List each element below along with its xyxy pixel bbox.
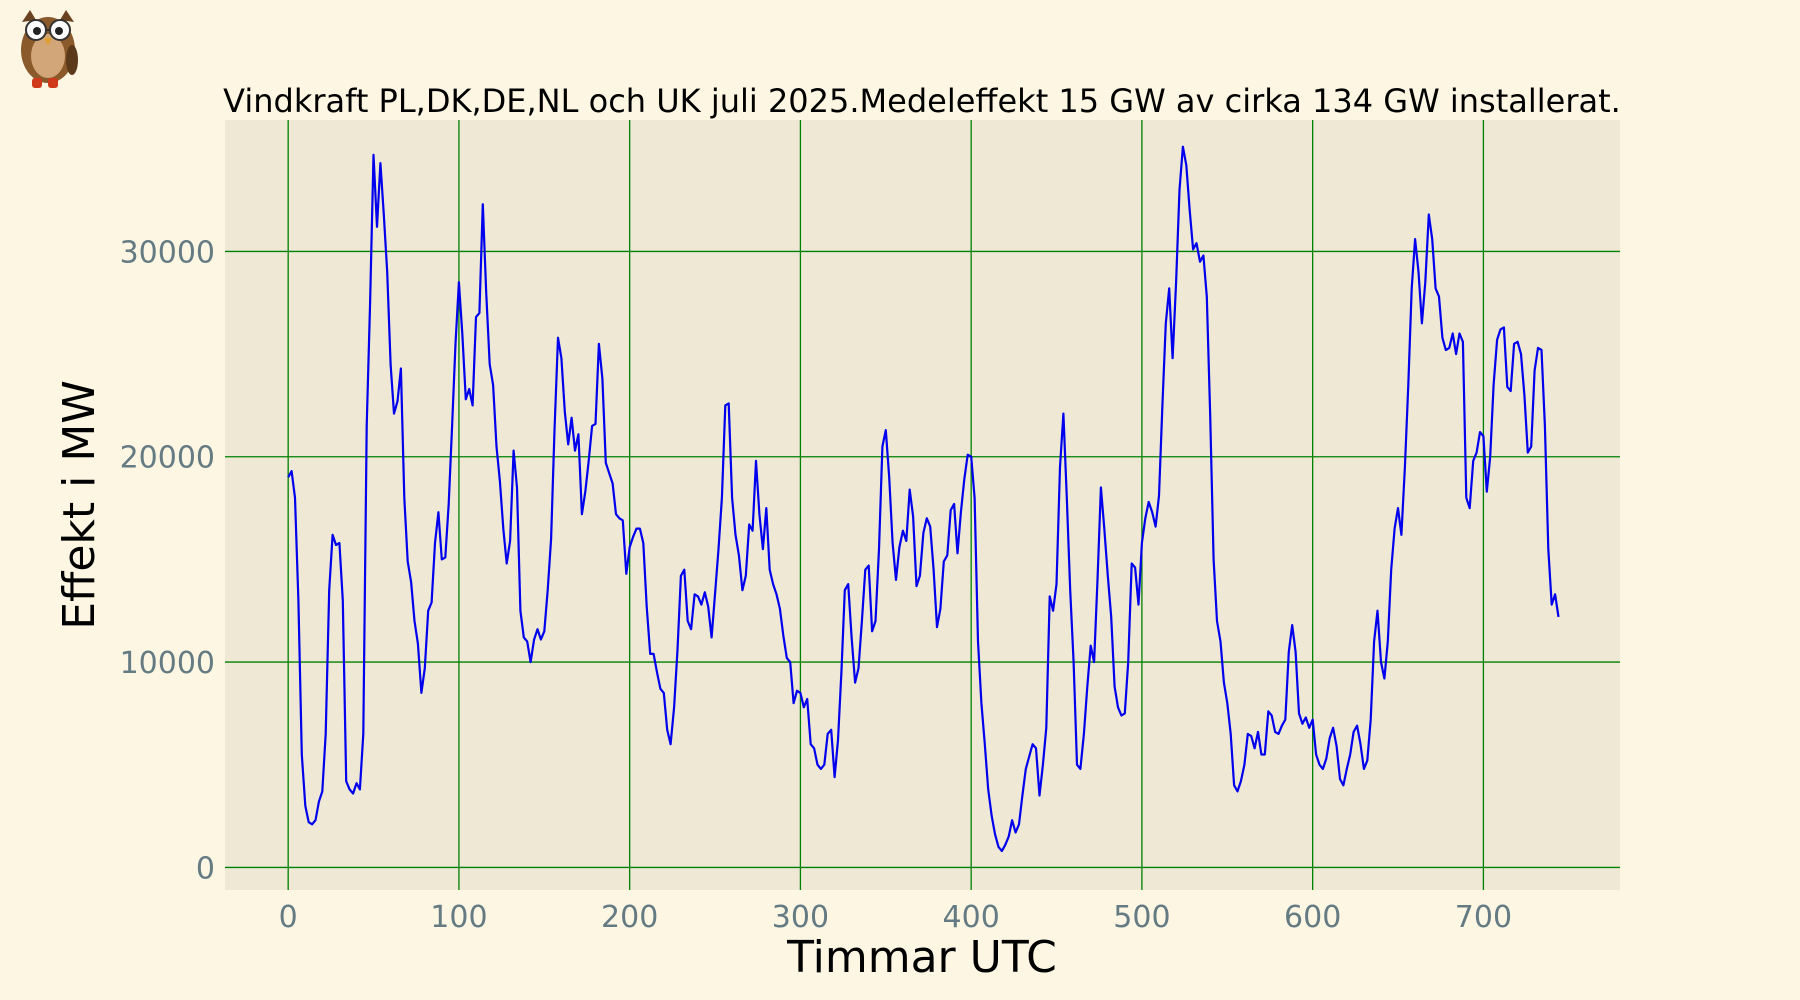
x-tick-label: 200 <box>601 900 658 935</box>
y-tick-label: 10000 <box>120 646 215 681</box>
owl-logo-icon <box>21 10 78 88</box>
y-tick-label: 20000 <box>120 441 215 476</box>
x-tick-label: 600 <box>1284 900 1341 935</box>
x-tick-label: 500 <box>1113 900 1170 935</box>
series-group <box>287 145 1560 853</box>
grid <box>225 120 1620 890</box>
x-tick-label: 400 <box>943 900 1000 935</box>
x-axis-ticks: 0 100 200 300 400 500 600 700 <box>279 900 1512 935</box>
chart-title: Vindkraft PL,DK,DE,NL och UK juli 2025.M… <box>223 82 1621 120</box>
x-tick-label: 300 <box>772 900 829 935</box>
y-axis-ticks: 0 10000 20000 30000 <box>120 235 215 886</box>
x-tick-label: 0 <box>279 900 298 935</box>
y-tick-label: 30000 <box>120 235 215 270</box>
y-tick-label: 0 <box>196 851 215 886</box>
series-line <box>287 145 1560 853</box>
y-axis-title: Effekt i MW <box>54 380 105 630</box>
x-axis-title: Timmar UTC <box>786 932 1057 983</box>
x-tick-label: 700 <box>1455 900 1512 935</box>
x-tick-label: 100 <box>430 900 487 935</box>
plot-area <box>225 120 1620 890</box>
